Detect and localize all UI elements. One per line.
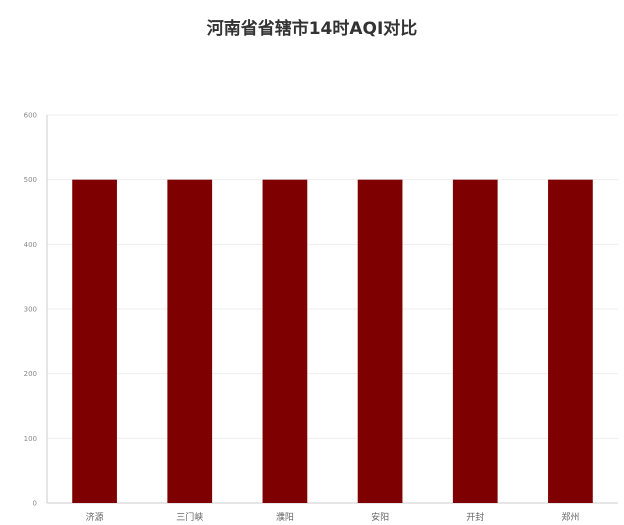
bar bbox=[548, 179, 593, 503]
x-tick-label: 安阳 bbox=[371, 511, 389, 523]
bars bbox=[72, 179, 593, 503]
bar bbox=[167, 179, 213, 503]
y-tick-label: 400 bbox=[24, 241, 37, 249]
x-tick-label: 濮阳 bbox=[276, 511, 294, 523]
y-tick-label: 0 bbox=[33, 500, 37, 508]
y-tick-label: 100 bbox=[24, 435, 37, 443]
x-tick-label: 郑州 bbox=[561, 511, 579, 523]
bar bbox=[452, 179, 498, 503]
bar bbox=[357, 179, 403, 503]
y-tick-label: 500 bbox=[24, 176, 37, 184]
grid-lines bbox=[47, 114, 618, 439]
y-tick-labels: 0 100 200 300 400 500 600 bbox=[24, 112, 37, 508]
bar bbox=[72, 179, 117, 503]
chart-title: 河南省省辖市14时AQI对比 bbox=[206, 19, 418, 39]
x-tick-label: 济源 bbox=[86, 511, 104, 523]
y-tick-label: 200 bbox=[24, 370, 37, 378]
x-tick-label: 三门峡 bbox=[176, 511, 203, 523]
x-tick-label: 开封 bbox=[466, 511, 484, 523]
y-tick-label: 600 bbox=[24, 112, 37, 120]
bar bbox=[262, 179, 308, 503]
y-tick-label: 300 bbox=[24, 306, 37, 314]
x-tick-labels: 济源 三门峡 濮阳 安阳 开封 郑州 bbox=[86, 511, 580, 523]
axes bbox=[46, 115, 618, 504]
